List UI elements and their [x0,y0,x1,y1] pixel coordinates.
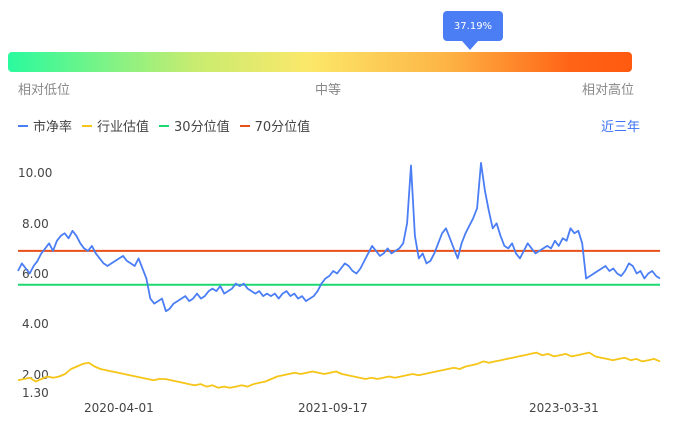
legend-swatch-icon [82,124,93,127]
legend-item-p70[interactable]: 70分位值 [239,116,311,135]
x-tick-label: 2021-09-17 [298,401,368,415]
series-lines [17,161,661,389]
y-tick-label: 8.00 [22,217,49,231]
legend-swatch-icon [239,124,250,127]
reference-lines [18,249,660,286]
percentile-value: 37.19% [453,20,493,32]
legend-label: 30分位值 [174,120,230,135]
tooltip-pointer-icon [462,41,478,50]
legend-label: 70分位值 [254,120,311,135]
scale-low-label: 相对低位 [18,83,71,98]
legend-item-p30[interactable]: 30分位值 [159,116,230,135]
y-tick-label: 4.00 [22,317,49,331]
legend-swatch-icon [159,124,170,127]
y-tick-label: 6.00 [22,267,49,281]
series-line-pb [17,161,661,313]
percentile-tooltip: 37.19% [443,11,503,41]
scale-high-label: 相对高位 [582,83,635,98]
legend-item-pb[interactable]: 市净率 [18,116,72,135]
y-min-label: 1.30 [22,386,49,400]
x-tick-label: 2020-04-01 [84,401,154,415]
series-line-industry [17,351,661,389]
y-tick-label: 2.00 [22,368,49,382]
legend-label: 市净率 [33,120,73,135]
x-tick-label: 2023-03-31 [529,401,599,415]
legend-item-industry[interactable]: 行业估值 [82,116,149,135]
scale-mid-label: 中等 [315,83,342,98]
chart-legend: 市净率 行业估值 30分位值 70分位值 [18,116,310,135]
x-axis: 2020-04-01 2021-09-17 2023-03-31 [84,401,599,415]
legend-swatch-icon [18,124,28,127]
percentile-gradient-bar [8,52,632,72]
y-tick-label: 10.00 [18,166,52,180]
y-axis: 10.00 8.00 6.00 4.00 2.00 1.30 [18,166,52,400]
legend-label: 行业估值 [97,120,150,135]
period-selector[interactable]: 近三年 [600,120,640,135]
